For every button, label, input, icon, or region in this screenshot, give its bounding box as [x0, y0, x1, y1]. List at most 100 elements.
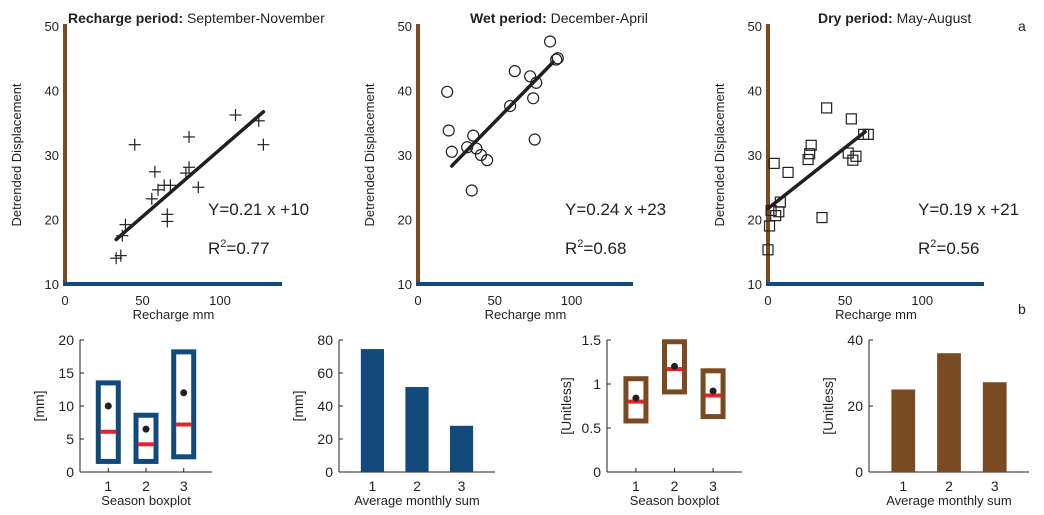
panel-letter-b: b — [1018, 301, 1026, 317]
data-point-plus — [116, 229, 129, 242]
box-range — [171, 349, 197, 460]
x-tick-label: 1 — [104, 478, 112, 494]
y-tick-label: 0 — [325, 464, 333, 480]
x-tick-label: 3 — [991, 478, 999, 494]
data-point-circle — [527, 92, 540, 105]
y-tick-label: 0 — [593, 464, 601, 480]
y-tick-label: 40 — [45, 84, 59, 99]
r-squared-value: =0.68 — [583, 239, 626, 258]
box-mean-dot — [671, 362, 678, 370]
y-axis-label: Detrended Displacement — [9, 83, 24, 226]
x-tick-label: 2 — [142, 478, 150, 494]
y-tick-label: 0 — [66, 464, 74, 480]
data-point-plus — [183, 161, 195, 174]
bar-1 — [360, 349, 385, 472]
regression-line — [114, 110, 266, 242]
x-axis-label: Season boxplot — [630, 493, 720, 508]
data-point-plus — [229, 109, 242, 122]
data-point-plus — [114, 249, 127, 262]
season-box-2 — [662, 339, 687, 395]
data-point-square — [802, 153, 814, 166]
regression-line — [766, 130, 867, 211]
chart-title-period: May-August — [893, 10, 972, 26]
data-point-circle — [445, 145, 458, 158]
data-point-plus — [145, 192, 158, 205]
data-point-square — [762, 244, 774, 256]
scatter-wet-panel: Wet period: December-April 10 20 30 40 50 0 50 1… — [362, 10, 666, 322]
data-point-plus — [192, 181, 205, 194]
x-tick-label: 3 — [458, 478, 466, 494]
y-tick-label: 40 — [398, 84, 412, 99]
data-point-plus — [128, 138, 141, 151]
y-tick-label: 50 — [45, 19, 59, 34]
data-point-circle — [543, 35, 557, 48]
y-axis-label: [Unitless] — [558, 377, 574, 435]
y-axis-label: Detrended Displacement — [362, 83, 377, 226]
x-tick-label: 2 — [413, 478, 421, 494]
x-axis-label: Average monthly sum — [354, 493, 480, 508]
y-tick-label: 5 — [66, 431, 74, 447]
r-squared: R2=0.68 — [565, 238, 626, 258]
y-tick-label: 1 — [593, 376, 601, 392]
y-tick-label: 0.5 — [582, 420, 602, 436]
regression-line — [450, 60, 555, 168]
r-squared-exponent: 2 — [577, 238, 583, 250]
bar-1 — [891, 389, 916, 472]
box-range — [662, 339, 687, 395]
data-point-circle — [461, 141, 474, 154]
data-point-square — [847, 154, 859, 166]
x-tick-label: 3 — [180, 478, 188, 494]
data-point-plus — [257, 138, 270, 151]
data-point-plus — [110, 252, 123, 265]
y-tick-label: 20 — [847, 398, 863, 414]
data-point-square — [763, 220, 776, 232]
y-tick-label: 20 — [748, 213, 762, 228]
regression-equation: Y=0.21 x +10 — [208, 200, 309, 219]
data-point-square — [821, 102, 833, 114]
data-point-plus — [161, 208, 174, 221]
r-squared-symbol: R — [565, 239, 577, 258]
y-axis-label: [mm] — [290, 390, 306, 421]
r-squared-value: =0.56 — [936, 239, 979, 258]
data-point-plus — [179, 167, 192, 180]
regression-equation: Y=0.24 x +23 — [565, 200, 666, 219]
x-tick-label: 1 — [899, 478, 907, 494]
y-axis-label: [mm] — [31, 390, 47, 421]
x-tick-label: 2 — [945, 478, 953, 494]
chart-title: Dry period: May-August — [818, 10, 971, 26]
x-axis-label: Average monthly sum — [886, 493, 1012, 508]
y-tick-label: 0 — [855, 464, 863, 480]
box-range — [95, 380, 121, 464]
season-box-1 — [95, 380, 121, 464]
y-tick-label: 20 — [398, 213, 412, 228]
y-axis-label: [Unitless] — [820, 377, 836, 435]
data-point-square — [850, 150, 862, 162]
r-squared-exponent: 2 — [930, 238, 936, 250]
box-mean-dot — [632, 394, 640, 402]
box-range — [133, 412, 159, 464]
x-axis-label: Recharge mm — [133, 307, 215, 322]
chart-title-bold: Wet period: — [470, 10, 547, 26]
r-squared-exponent: 2 — [220, 238, 226, 250]
y-tick-label: 10 — [748, 277, 762, 292]
r-squared-symbol: R — [918, 239, 930, 258]
y-tick-label: 1.5 — [582, 332, 602, 348]
y-tick-label: 10 — [45, 277, 59, 292]
y-tick-label: 10 — [398, 277, 412, 292]
data-point-circle — [528, 133, 541, 146]
x-axis-label: Recharge mm — [485, 307, 567, 322]
data-point-plus — [183, 130, 195, 143]
scatter-dry-panel: Dry period: May-August 10 20 30 40 50 0 50 100Re… — [712, 10, 1019, 322]
data-point-circle — [442, 124, 455, 137]
data-point-circle — [465, 184, 478, 197]
data-point-square — [862, 128, 874, 140]
y-tick-label: 10 — [58, 398, 74, 414]
data-point-circle — [504, 99, 517, 113]
chart-title-period: September-November — [183, 10, 325, 26]
bar-2 — [405, 387, 429, 472]
panel-letter-a: a — [1018, 18, 1026, 34]
